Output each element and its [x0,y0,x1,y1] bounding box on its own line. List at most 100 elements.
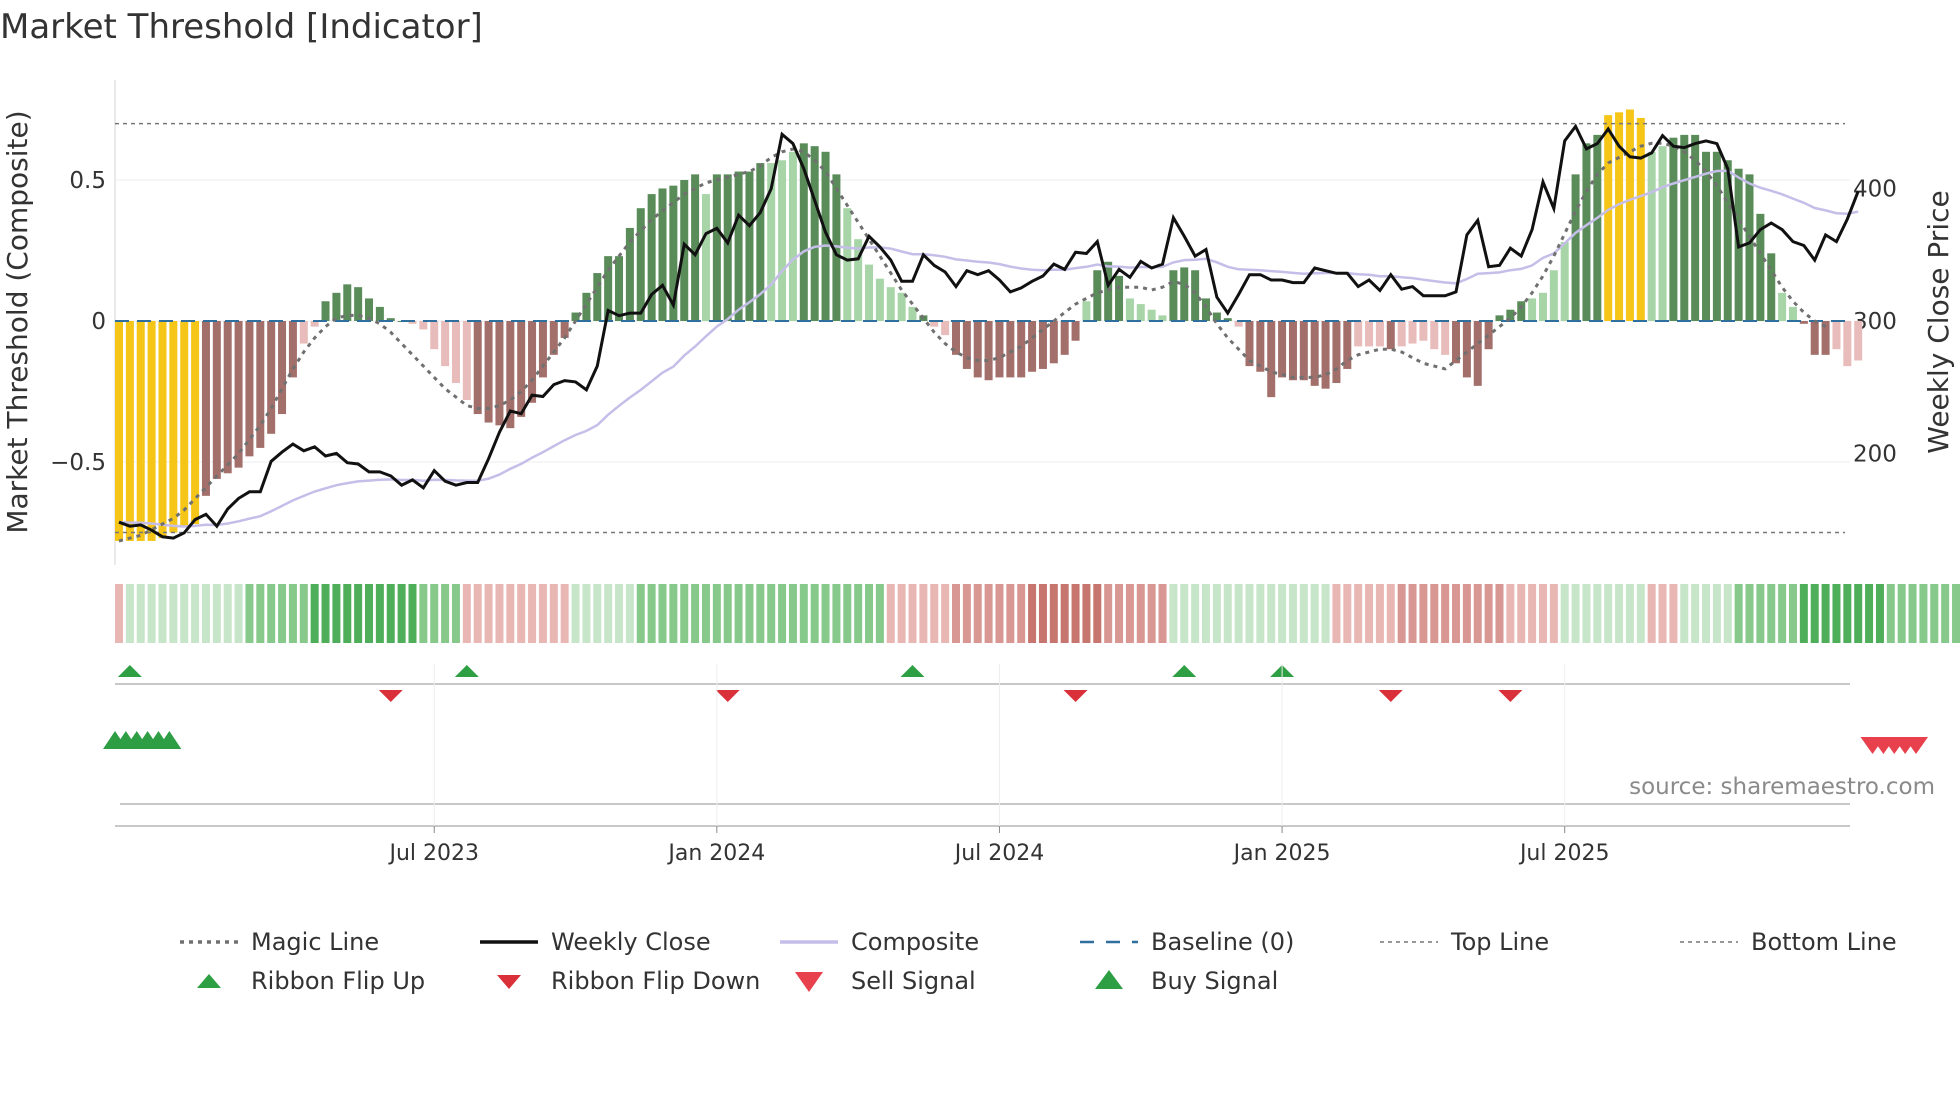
composite-bar [473,321,482,415]
ribbon-cell [1473,584,1482,643]
composite-bar [386,318,395,321]
ribbon-cell [973,584,982,643]
composite-bar [1799,321,1808,324]
ribbon-cell [1691,584,1700,643]
ribbon-cell [691,584,700,643]
ribbon-cell [1397,584,1406,643]
ribbon-cell [1169,584,1178,643]
ribbon-cell [756,584,765,643]
composite-bar [712,174,721,321]
composite-bar [267,321,276,434]
composite-bar [1310,321,1319,386]
ribbon-cell [212,584,221,643]
composite-bar [604,256,613,321]
composite-bar [1528,298,1537,321]
ribbon-cell [723,584,732,643]
ribbon-cell [267,584,276,643]
ribbon-cell [1343,584,1352,643]
ribbon-cell [180,584,189,643]
ribbon-cell [517,584,526,643]
ribbon-cell [223,584,232,643]
composite-bar [1473,321,1482,386]
ribbon-cell [484,584,493,643]
ribbon-cell [1745,584,1754,643]
ribbon-cell [1538,584,1547,643]
ribbon-cell [1821,584,1830,643]
ribbon-cell [1865,584,1874,643]
ribbon-cell [1941,584,1950,643]
composite-bar [1343,321,1352,369]
ribbon-cell [1702,584,1711,643]
ribbon-flip-up-marker [900,665,925,677]
composite-bar [1125,298,1134,321]
composite-bar [256,321,265,448]
ribbon-cell [1093,584,1102,643]
ribbon-cell [734,584,743,643]
composite-bar [723,174,732,321]
composite-bar [234,321,243,468]
ribbon-cell [158,584,167,643]
legend-close-label: Weekly Close [551,928,711,956]
ribbon-cell [571,584,580,643]
composite-bar [1234,321,1243,327]
composite-bar [1593,134,1602,321]
ribbon-cell [778,584,787,643]
composite-bar [1712,151,1721,321]
composite-bar [1017,321,1026,378]
legend-sell-swatch [795,972,823,992]
ribbon-cell [1386,584,1395,643]
composite-bar [1049,321,1058,364]
composite-bar [1397,321,1406,347]
ribbon-cell [1267,584,1276,643]
composite-bar [169,321,178,533]
composite-bar [1723,160,1732,321]
composite-bar [441,321,450,367]
composite-bar [223,321,232,474]
composite-bar [1278,321,1287,378]
composite-bar [1788,306,1797,321]
ribbon-cell [1636,584,1645,643]
composite-bar [658,188,667,321]
ribbon-cell [1886,584,1895,643]
ribbon-cell [321,584,330,643]
ribbon-cell [636,584,645,643]
composite-bar [1767,253,1776,321]
ribbon-cell [1854,584,1863,643]
composite-bar [278,321,287,415]
legend-sell-label: Sell Signal [851,967,976,995]
ribbon-cell [1528,584,1537,643]
composite-bar [245,321,254,457]
x-tick-label: Jan 2025 [1232,841,1331,866]
composite-bar [1462,321,1471,378]
composite-bar [1288,321,1297,381]
composite-bar [962,321,971,369]
composite-bar [1158,315,1167,321]
composite-bar [1571,174,1580,321]
composite-bar [1038,321,1047,369]
ribbon-cell [1441,584,1450,643]
ribbon-cell [430,584,439,643]
ribbon-cell [712,584,721,643]
composite-bar [930,321,939,327]
legend-buy-swatch [1095,970,1123,989]
composite-bar [538,321,547,378]
composite-bar [1452,321,1461,364]
composite-bar [799,143,808,321]
ribbon-cell [1952,584,1960,643]
ribbon-cell [1615,584,1624,643]
x-tick-label: Jan 2024 [666,841,765,866]
ribbon-cell [560,584,569,643]
composite-bar [462,321,471,400]
composite-bar [865,264,874,321]
ribbon-cell [1843,584,1852,643]
x-tick-label: Jul 2024 [953,841,1045,866]
ribbon-flip-up-marker [454,665,479,677]
ribbon-cell [1930,584,1939,643]
ribbon-cell [1310,584,1319,643]
composite-bar [810,146,819,321]
ribbon-cell [767,584,776,643]
composite-bar [1267,321,1276,398]
ribbon-cell [951,584,960,643]
ribbon-cell [1712,584,1721,643]
composite-bar [1375,321,1384,347]
